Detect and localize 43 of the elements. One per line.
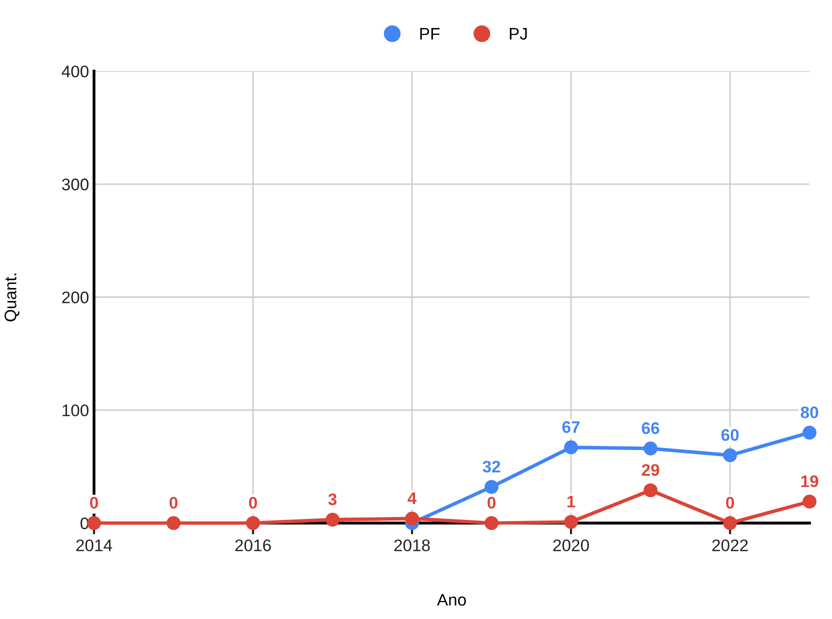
point: [246, 516, 260, 530]
y-tick-label: 300: [62, 178, 89, 190]
point: [484, 516, 498, 530]
data-label: 0: [90, 496, 98, 509]
x-tick-label: 2020: [553, 539, 589, 552]
data-label: 29: [642, 464, 660, 476]
data-label: 1: [567, 496, 576, 508]
data-label: 32: [482, 460, 500, 473]
point: [644, 483, 658, 498]
x-tick-label: 2016: [235, 539, 271, 552]
data-label: 0: [726, 496, 734, 509]
point: [644, 442, 658, 456]
data-label: 0: [170, 496, 178, 509]
point: [564, 514, 578, 529]
legend-label: PJ: [510, 28, 527, 40]
x-tick-label: 2018: [394, 539, 430, 552]
data-label: 0: [488, 496, 496, 509]
data-label: 80: [800, 406, 818, 418]
y-tick-label: 200: [62, 292, 89, 304]
point: [326, 512, 340, 527]
legend-label: PF: [420, 28, 440, 40]
x-axis-title: Ano: [436, 594, 466, 606]
data-label: 3: [328, 493, 337, 506]
point: [87, 516, 101, 530]
point: [484, 480, 498, 494]
point: [723, 516, 737, 530]
point: [802, 494, 816, 509]
data-label: 60: [721, 429, 739, 441]
data-label: 66: [642, 422, 660, 434]
y-tick-label: 400: [62, 66, 89, 78]
data-label: 4: [408, 492, 417, 504]
point: [723, 448, 737, 462]
point: [802, 426, 816, 440]
point: [564, 440, 578, 454]
point: [405, 512, 419, 526]
point: [166, 516, 180, 530]
data-label: 0: [249, 496, 257, 509]
y-tick-label: 100: [62, 404, 89, 416]
y-axis-title: Quant.: [4, 274, 20, 322]
x-tick-label: 2022: [712, 539, 748, 552]
data-label: 19: [801, 475, 818, 488]
data-label: 67: [562, 421, 580, 433]
x-tick-label: 2014: [76, 539, 112, 552]
